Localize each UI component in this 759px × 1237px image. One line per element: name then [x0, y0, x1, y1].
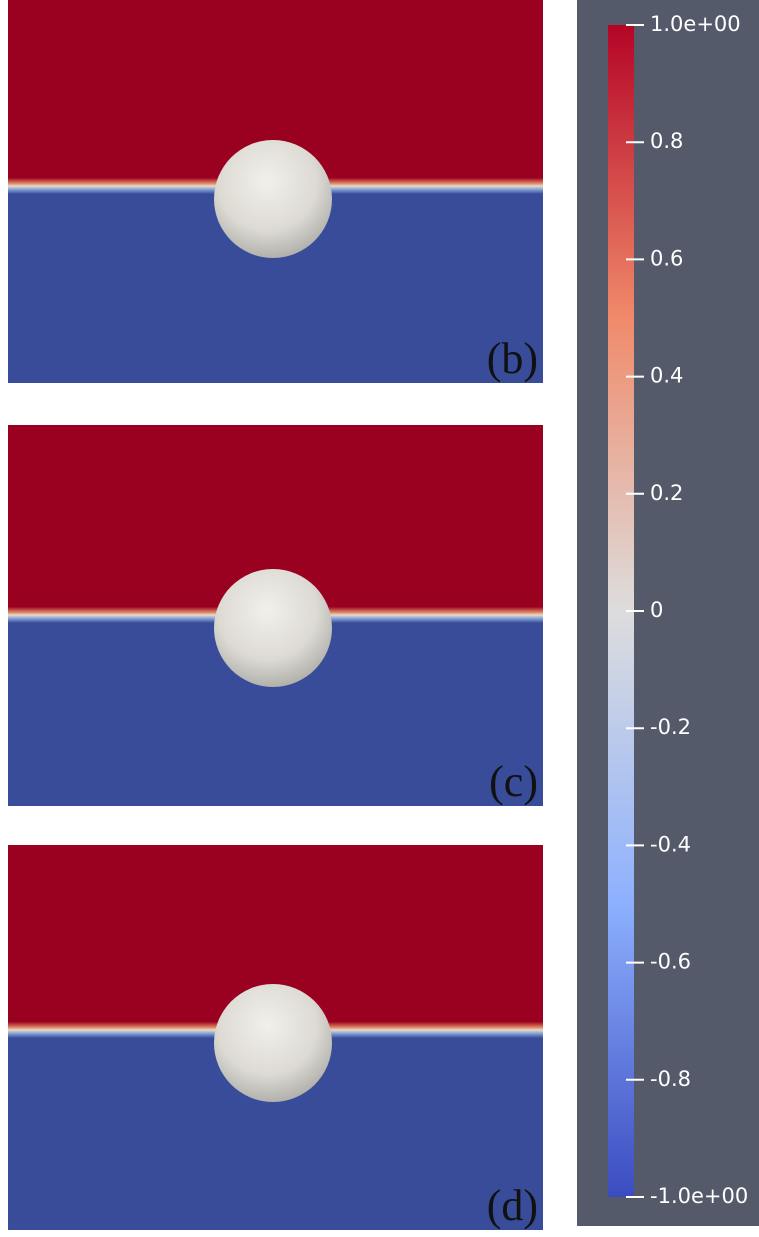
figure: (b) (c) (d) 1.0e+00 0.8 0.6 0.4 0.2 0 -0.2 -0.4 -0… — [0, 0, 759, 1237]
sphere — [214, 140, 332, 258]
tick-label: 0.8 — [650, 129, 683, 153]
panel-label: (c) — [489, 757, 538, 806]
panel-label: (b) — [487, 334, 538, 383]
panel: (b) — [8, 0, 543, 383]
tick-label: -0.2 — [650, 715, 691, 739]
tick-label: -0.8 — [650, 1067, 691, 1091]
sphere — [214, 984, 332, 1102]
page: (b) (c) (d) 1.0e+00 0.8 0.6 0.4 0.2 0 -0.2 -0.4 -0… — [0, 0, 759, 1237]
tick-label: 1.0e+00 — [650, 12, 741, 36]
panel: (c) — [8, 425, 543, 806]
sphere — [214, 569, 332, 687]
panel-label: (d) — [487, 1181, 538, 1230]
panels: (b) (c) (d) — [8, 0, 543, 1230]
tick-label: -1.0e+00 — [650, 1184, 748, 1208]
tick-label: -0.4 — [650, 832, 691, 856]
tick-label: 0.4 — [650, 364, 683, 388]
colorbar-background — [577, 0, 759, 1226]
tick-label: 0 — [650, 598, 663, 622]
tick-label: -0.6 — [650, 950, 691, 974]
tick-label: 0.2 — [650, 481, 683, 505]
tick-label: 0.6 — [650, 246, 683, 270]
panel: (d) — [8, 845, 543, 1230]
